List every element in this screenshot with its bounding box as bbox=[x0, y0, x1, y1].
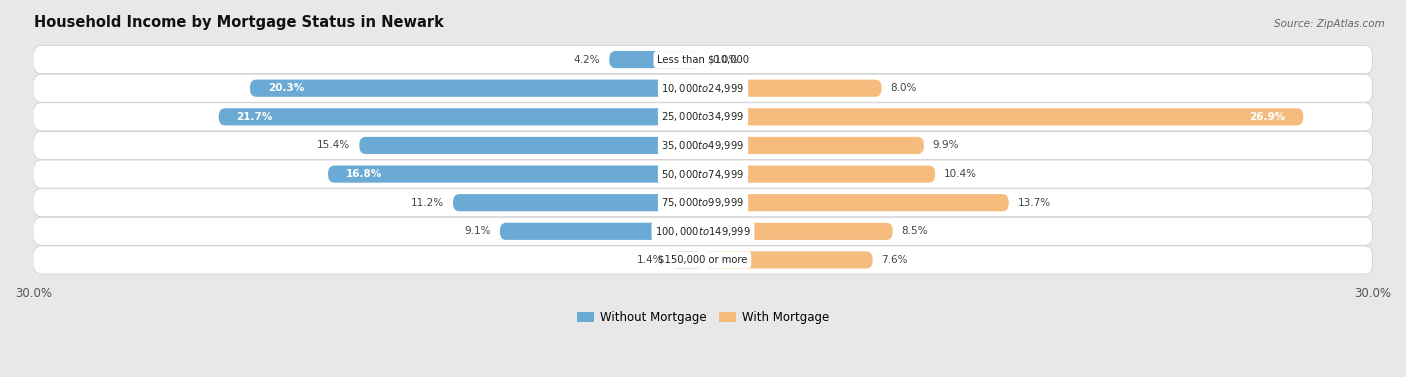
FancyBboxPatch shape bbox=[703, 137, 924, 154]
FancyBboxPatch shape bbox=[34, 217, 1372, 245]
FancyBboxPatch shape bbox=[703, 108, 1303, 126]
Text: 9.9%: 9.9% bbox=[932, 141, 959, 150]
Text: 21.7%: 21.7% bbox=[236, 112, 273, 122]
Text: 16.8%: 16.8% bbox=[346, 169, 382, 179]
FancyBboxPatch shape bbox=[360, 137, 703, 154]
FancyBboxPatch shape bbox=[34, 132, 1372, 159]
Text: $150,000 or more: $150,000 or more bbox=[658, 255, 748, 265]
FancyBboxPatch shape bbox=[609, 51, 703, 68]
Text: Less than $10,000: Less than $10,000 bbox=[657, 55, 749, 64]
FancyBboxPatch shape bbox=[703, 80, 882, 97]
Text: $100,000 to $149,999: $100,000 to $149,999 bbox=[655, 225, 751, 238]
Text: Source: ZipAtlas.com: Source: ZipAtlas.com bbox=[1274, 19, 1385, 29]
Text: 1.4%: 1.4% bbox=[637, 255, 662, 265]
FancyBboxPatch shape bbox=[453, 194, 703, 211]
Text: 20.3%: 20.3% bbox=[267, 83, 304, 93]
FancyBboxPatch shape bbox=[250, 80, 703, 97]
FancyBboxPatch shape bbox=[34, 188, 1372, 217]
Text: Household Income by Mortgage Status in Newark: Household Income by Mortgage Status in N… bbox=[34, 15, 443, 30]
FancyBboxPatch shape bbox=[672, 251, 703, 268]
Text: 4.2%: 4.2% bbox=[574, 55, 600, 64]
Text: 0.0%: 0.0% bbox=[711, 55, 738, 64]
Text: 7.6%: 7.6% bbox=[882, 255, 908, 265]
FancyBboxPatch shape bbox=[328, 166, 703, 183]
Text: 26.9%: 26.9% bbox=[1250, 112, 1285, 122]
Text: 9.1%: 9.1% bbox=[464, 226, 491, 236]
Text: 8.0%: 8.0% bbox=[890, 83, 917, 93]
Text: 13.7%: 13.7% bbox=[1018, 198, 1050, 208]
Text: $25,000 to $34,999: $25,000 to $34,999 bbox=[661, 110, 745, 123]
Text: $10,000 to $24,999: $10,000 to $24,999 bbox=[661, 82, 745, 95]
Text: 8.5%: 8.5% bbox=[901, 226, 928, 236]
Legend: Without Mortgage, With Mortgage: Without Mortgage, With Mortgage bbox=[572, 307, 834, 329]
Text: 10.4%: 10.4% bbox=[943, 169, 977, 179]
FancyBboxPatch shape bbox=[34, 160, 1372, 188]
FancyBboxPatch shape bbox=[703, 166, 935, 183]
Text: $35,000 to $49,999: $35,000 to $49,999 bbox=[661, 139, 745, 152]
FancyBboxPatch shape bbox=[219, 108, 703, 126]
Text: 11.2%: 11.2% bbox=[411, 198, 444, 208]
Text: 15.4%: 15.4% bbox=[318, 141, 350, 150]
Text: $50,000 to $74,999: $50,000 to $74,999 bbox=[661, 168, 745, 181]
FancyBboxPatch shape bbox=[34, 103, 1372, 131]
Text: $75,000 to $99,999: $75,000 to $99,999 bbox=[661, 196, 745, 209]
FancyBboxPatch shape bbox=[34, 46, 1372, 74]
FancyBboxPatch shape bbox=[34, 246, 1372, 274]
FancyBboxPatch shape bbox=[703, 251, 873, 268]
FancyBboxPatch shape bbox=[501, 223, 703, 240]
FancyBboxPatch shape bbox=[703, 223, 893, 240]
FancyBboxPatch shape bbox=[703, 194, 1008, 211]
FancyBboxPatch shape bbox=[34, 74, 1372, 102]
